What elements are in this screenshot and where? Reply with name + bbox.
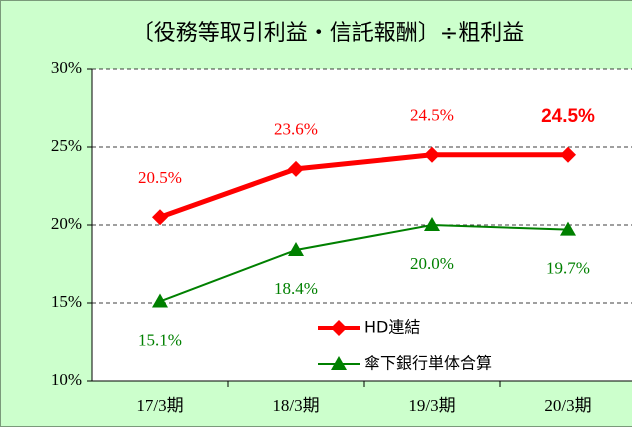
- data-label: 18.4%: [274, 279, 318, 298]
- y-tick-label: 30%: [51, 58, 82, 77]
- x-tick-label: 20/3期: [544, 396, 591, 415]
- data-point: [152, 293, 168, 308]
- x-tick-label: 18/3期: [272, 396, 319, 415]
- legend-label: 傘下銀行単体合算: [364, 354, 492, 373]
- data-label: 23.6%: [274, 120, 318, 139]
- data-point: [288, 160, 304, 177]
- legend-marker: [331, 356, 347, 370]
- series-line: [159, 223, 569, 303]
- legend-marker: [331, 320, 347, 336]
- legend-label: HD連結: [364, 318, 420, 337]
- data-label: 20.5%: [138, 168, 182, 187]
- data-point: [424, 146, 440, 163]
- y-tick-label: 25%: [51, 136, 82, 155]
- data-label: 15.1%: [138, 330, 182, 349]
- y-tick-label: 10%: [51, 370, 82, 389]
- data-label: 20.0%: [410, 254, 454, 273]
- data-point: [152, 209, 168, 226]
- data-label: 19.7%: [546, 259, 590, 278]
- x-tick-label: 17/3期: [136, 396, 183, 415]
- data-label: 24.5%: [410, 106, 454, 125]
- data-label: 24.5%: [541, 106, 595, 127]
- data-point: [288, 241, 304, 256]
- chart-title: 〔役務等取引利益・信託報酬〕÷粗利益: [132, 21, 524, 46]
- x-tick-label: 19/3期: [408, 396, 455, 415]
- y-tick-label: 20%: [51, 214, 82, 233]
- series-line: [159, 152, 568, 220]
- data-point: [424, 217, 440, 231]
- data-point: [560, 146, 576, 163]
- data-point: [560, 221, 576, 236]
- y-tick-label: 15%: [51, 292, 82, 311]
